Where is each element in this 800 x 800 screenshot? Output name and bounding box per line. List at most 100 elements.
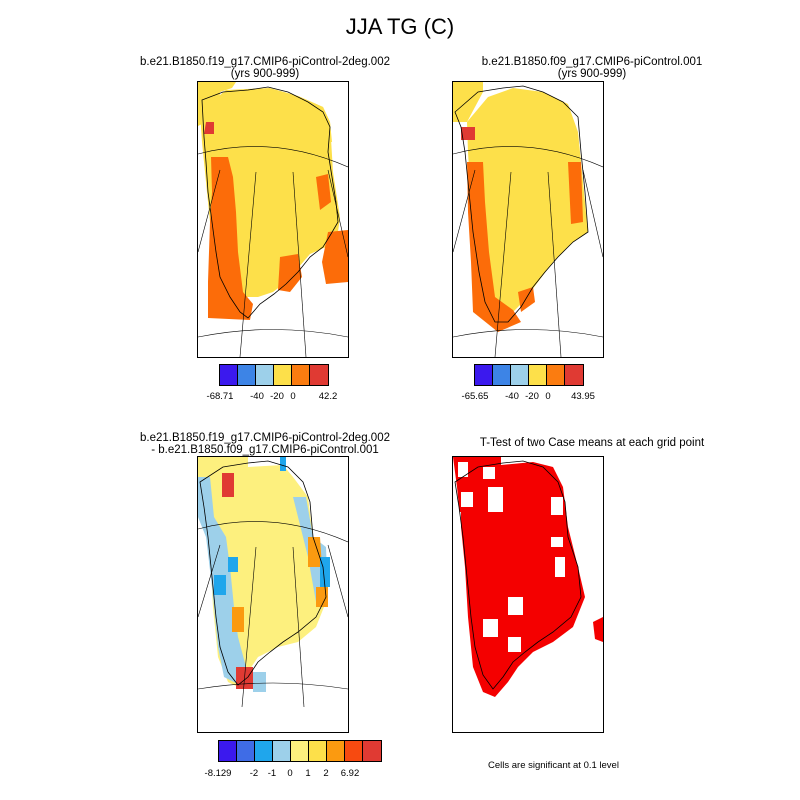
colorbar-1-label: -68.71	[206, 391, 234, 402]
greenland-coastline	[201, 86, 339, 319]
panel-1-map	[197, 81, 349, 358]
graticule-latitude-1	[198, 146, 348, 168]
colorbar-swatch	[256, 365, 274, 385]
graticule-meridian-4	[327, 544, 348, 618]
nonsig-cell	[483, 467, 495, 479]
colorbar-3-label: -8.129	[204, 768, 232, 779]
graticule-meridian-2	[547, 171, 562, 357]
nonsig-cell	[458, 462, 468, 477]
colorbar-3-label: 1	[305, 768, 311, 779]
colorbar-1	[219, 364, 329, 386]
colorbar-swatch	[237, 741, 255, 761]
colorbar-swatch	[327, 741, 345, 761]
colorbar-3-label: 0	[287, 768, 293, 779]
panel-1-title-line1: b.e21.B1850.f19_g17.CMIP6-piControl-2deg…	[140, 56, 390, 68]
east-orange-patch-2	[322, 230, 348, 284]
colorbar-3-label: -1	[267, 768, 277, 779]
panel-1-title: b.e21.B1850.f19_g17.CMIP6-piControl-2deg…	[105, 56, 425, 80]
nonsig-cell	[453, 512, 461, 532]
colorbar-swatch	[310, 365, 328, 385]
colorbar-swatch	[274, 365, 292, 385]
graticule-meridian-2	[292, 171, 307, 357]
panel-3-title-line2: - b.e21.B1850.f09_g17.CMIP6-piControl.00…	[151, 444, 379, 456]
colorbar-1-label: 0	[290, 391, 296, 402]
northwest-yellow-strip	[198, 82, 236, 126]
graticule-meridian-4	[582, 169, 603, 258]
panel-3-map	[197, 456, 349, 733]
graticule-meridian-4	[327, 169, 348, 258]
panel-1-title-line2: (yrs 900-999)	[230, 68, 300, 80]
nw-yellow-strip	[453, 82, 483, 122]
graticule-meridian-3	[198, 169, 221, 253]
panel-4-title-line1: T-Test of two Case means at each grid po…	[479, 437, 705, 449]
greenland-coastline	[454, 460, 582, 690]
colorbar-3-label: 2	[323, 768, 329, 779]
west-orange-margin	[208, 157, 253, 320]
panel-2-title-line1: b.e21.B1850.f09_g17.CMIP6-piControl.001	[481, 56, 703, 68]
panel-2-title: b.e21.B1850.f09_g17.CMIP6-piControl.001 …	[432, 56, 752, 80]
colorbar-swatch	[345, 741, 363, 761]
south-orange-cell	[518, 287, 535, 312]
nonsig-cell	[488, 487, 503, 512]
west-blue-cell-2	[228, 557, 238, 572]
colorbar-swatch	[547, 365, 565, 385]
greenland-coastline	[199, 460, 327, 686]
colorbar-3-label: 6.92	[340, 768, 360, 779]
panel-4-map	[452, 456, 604, 733]
colorbar-2-label: -40	[505, 391, 519, 402]
nonsig-cell	[551, 537, 563, 547]
colorbar-swatch	[291, 741, 309, 761]
east-orange-cell-1	[308, 537, 322, 567]
nonsig-cell	[555, 557, 565, 577]
graticule-meridian-3	[453, 169, 476, 253]
significant-region-east	[593, 617, 603, 642]
colorbar-1-label: -40	[250, 391, 264, 402]
panel-2-title-line2: (yrs 900-999)	[557, 68, 627, 80]
colorbar-swatch	[255, 741, 273, 761]
colorbar-swatch	[565, 365, 583, 385]
colorbar-swatch	[511, 365, 529, 385]
west-orange-cell	[232, 607, 244, 632]
colorbar-2-label: 0	[545, 391, 551, 402]
nonsig-cell	[508, 597, 523, 615]
colorbar-2-label: -20	[525, 391, 539, 402]
colorbar-swatch	[529, 365, 547, 385]
colorbar-1-labels: -68.71 -40 -20 0 42.2	[203, 391, 343, 403]
nw-red-cell	[461, 127, 475, 140]
ice-sheet-yellow	[467, 88, 588, 322]
colorbar-3	[218, 740, 382, 762]
colorbar-2-label: -65.65	[461, 391, 489, 402]
graticule-meridian-1	[241, 546, 257, 707]
graticule-meridian-1	[239, 171, 257, 357]
greenland-coastline	[454, 85, 589, 323]
south-orange-patch	[278, 254, 302, 292]
graticule-latitude-1	[198, 521, 348, 543]
significance-note: Cells are significant at 0.1 level	[488, 760, 619, 771]
colorbar-2-label: 43.95	[571, 391, 595, 402]
nonsig-cell	[508, 637, 521, 652]
panel-4-title: T-Test of two Case means at each grid po…	[432, 437, 752, 449]
graticule-meridian-3	[198, 544, 221, 618]
west-orange-margin	[467, 162, 521, 332]
colorbar-1-label: 42.2	[318, 391, 338, 402]
graticule-latitude-2	[198, 682, 348, 690]
ne-yellow-block	[298, 96, 332, 142]
east-orange-strip	[568, 162, 583, 224]
graticule-meridian-2	[292, 546, 305, 707]
panel-2-map	[452, 81, 604, 358]
nonsig-cell	[483, 619, 498, 637]
graticule-meridian-1	[494, 171, 512, 357]
panel-3-title: b.e21.B1850.f19_g17.CMIP6-piControl-2deg…	[105, 432, 425, 456]
graticule-latitude-2	[453, 329, 603, 338]
east-orange-cell-2	[316, 587, 328, 607]
west-blue-cell-1	[214, 575, 226, 595]
colorbar-swatch	[219, 741, 237, 761]
colorbar-swatch	[292, 365, 310, 385]
colorbar-swatch	[238, 365, 256, 385]
colorbar-3-label: -2	[249, 768, 259, 779]
graticule-latitude-1	[453, 146, 603, 168]
north-blue-cell	[280, 457, 286, 471]
graticule-latitude-2	[198, 329, 348, 338]
nonsig-cell	[551, 497, 563, 515]
nonsig-cell	[461, 492, 473, 507]
